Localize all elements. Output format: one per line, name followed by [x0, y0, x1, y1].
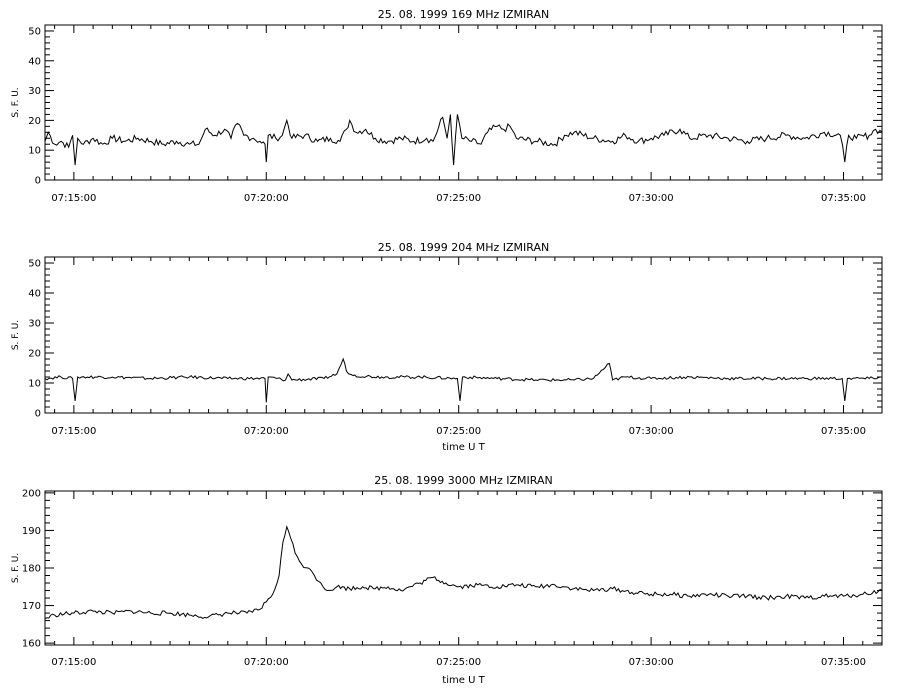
x-tick-label: 07:30:00: [629, 657, 674, 668]
x-tick-label: 07:25:00: [436, 193, 481, 204]
x-axis-label: time U T: [442, 675, 485, 686]
x-tick-label: 07:15:00: [51, 426, 96, 437]
series-line: [44, 524, 883, 620]
y-tick-label: 200: [22, 488, 41, 499]
y-tick-label: 40: [28, 56, 41, 67]
y-axis-label: S. F. U.: [11, 320, 21, 350]
plot-frame: [44, 256, 883, 414]
y-tick-label: 0: [35, 176, 41, 187]
series-line: [44, 357, 882, 403]
plot-frame: [44, 24, 883, 181]
chart-title: 25. 08. 1999 3000 MHz IZMIRAN: [374, 474, 552, 487]
y-tick-label: 180: [22, 564, 41, 575]
x-tick-label: 07:15:00: [51, 193, 96, 204]
y-axis-label: S. F. U.: [11, 553, 21, 583]
x-axis-label: time U T: [442, 442, 485, 453]
x-tick-label: 07:20:00: [244, 426, 289, 437]
x-tick-label: 07:25:00: [436, 657, 481, 668]
y-tick-label: 20: [28, 116, 41, 127]
chart-title: 25. 08. 1999 204 MHz IZMIRAN: [378, 241, 549, 254]
y-axis-label: S. F. U.: [11, 87, 21, 117]
y-tick-label: 160: [22, 639, 41, 650]
series-line: [44, 114, 883, 166]
x-tick-label: 07:20:00: [244, 657, 289, 668]
y-tick-label: 20: [28, 349, 41, 360]
y-tick-label: 40: [28, 289, 41, 300]
x-tick-label: 07:25:00: [436, 426, 481, 437]
y-tick-label: 10: [28, 146, 41, 157]
chart-title: 25. 08. 1999 169 MHz IZMIRAN: [378, 8, 549, 21]
y-tick-label: 190: [22, 526, 41, 537]
y-tick-label: 50: [28, 26, 41, 37]
x-tick-label: 07:35:00: [821, 657, 866, 668]
y-tick-label: 30: [28, 86, 41, 97]
y-tick-label: 50: [28, 259, 41, 270]
x-tick-label: 07:35:00: [821, 426, 866, 437]
x-tick-label: 07:20:00: [244, 193, 289, 204]
plot-frame: [44, 490, 883, 646]
y-tick-label: 170: [22, 601, 41, 612]
y-tick-label: 0: [35, 409, 41, 420]
x-tick-label: 07:30:00: [629, 193, 674, 204]
y-tick-label: 10: [28, 379, 41, 390]
y-tick-label: 30: [28, 319, 41, 330]
x-tick-label: 07:15:00: [51, 657, 96, 668]
x-tick-label: 07:30:00: [629, 426, 674, 437]
x-tick-label: 07:35:00: [821, 193, 866, 204]
